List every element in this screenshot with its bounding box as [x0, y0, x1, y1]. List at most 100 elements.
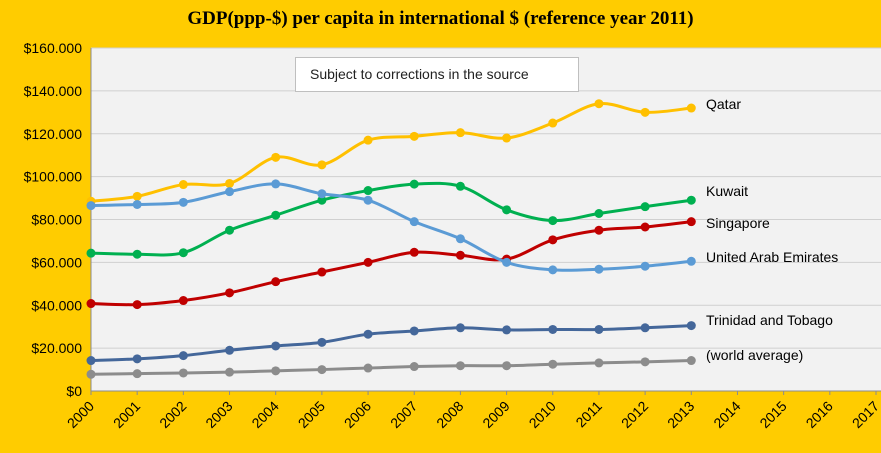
data-point	[132, 354, 142, 364]
data-point	[132, 199, 142, 209]
data-point	[363, 186, 373, 196]
data-point	[640, 222, 650, 232]
data-point	[409, 247, 419, 257]
x-tick-label: 2011	[572, 398, 605, 431]
chart-title: GDP(ppp-$) per capita in international $…	[187, 8, 694, 29]
data-point	[594, 324, 604, 334]
data-point	[178, 248, 188, 258]
data-point	[271, 210, 281, 220]
x-tick-label: 2005	[295, 398, 328, 431]
data-point	[548, 359, 558, 369]
x-tick-label: 2004	[248, 398, 281, 431]
data-point	[455, 128, 465, 138]
x-tick-label: 2013	[664, 398, 697, 431]
y-tick-label: $100.000	[24, 169, 83, 185]
data-point	[640, 202, 650, 212]
series-label: (world average)	[706, 347, 803, 363]
data-point	[548, 235, 558, 245]
y-tick-label: $160.000	[24, 40, 83, 56]
x-tick-label: 2002	[156, 398, 189, 431]
data-point	[502, 133, 512, 143]
data-point	[225, 288, 235, 298]
y-tick-label: $80.000	[31, 212, 82, 228]
y-tick-label: $0	[66, 383, 82, 399]
data-point	[409, 362, 419, 372]
x-tick-label: 2006	[341, 398, 374, 431]
data-point	[594, 99, 604, 109]
x-tick-label: 2003	[202, 398, 235, 431]
data-point	[317, 160, 327, 170]
data-point	[178, 368, 188, 378]
x-tick-label: 2014	[710, 398, 743, 431]
data-point	[132, 249, 142, 259]
data-point	[594, 225, 604, 235]
y-tick-label: $120.000	[24, 126, 83, 142]
data-point	[132, 300, 142, 310]
data-point	[86, 299, 96, 309]
data-point	[86, 201, 96, 211]
data-point	[132, 369, 142, 379]
series-label: United Arab Emirates	[706, 249, 838, 265]
data-point	[363, 329, 373, 339]
data-point	[455, 234, 465, 244]
data-point	[594, 358, 604, 368]
x-tick-label: 2012	[618, 398, 651, 431]
data-point	[178, 296, 188, 306]
data-point	[363, 195, 373, 205]
series-label: Kuwait	[706, 183, 748, 199]
data-point	[86, 356, 96, 366]
data-point	[317, 337, 327, 347]
data-point	[455, 323, 465, 333]
data-point	[178, 180, 188, 190]
data-point	[686, 321, 696, 331]
data-point	[225, 367, 235, 377]
data-point	[317, 189, 327, 199]
data-point	[271, 277, 281, 287]
data-point	[178, 351, 188, 361]
data-point	[409, 217, 419, 227]
data-point	[686, 356, 696, 366]
data-point	[363, 257, 373, 267]
x-tick-label: 2009	[479, 398, 512, 431]
data-point	[548, 324, 558, 334]
y-tick-label: $140.000	[24, 83, 83, 99]
data-point	[455, 250, 465, 260]
data-point	[271, 179, 281, 189]
data-point	[271, 341, 281, 351]
y-tick-label: $20.000	[31, 340, 82, 356]
data-point	[225, 187, 235, 197]
data-point	[363, 135, 373, 145]
data-point	[686, 195, 696, 205]
data-point	[502, 361, 512, 371]
data-point	[502, 205, 512, 215]
x-tick-label: 2007	[387, 398, 420, 431]
data-point	[409, 179, 419, 189]
data-point	[225, 345, 235, 355]
data-point	[225, 178, 235, 188]
x-tick-label: 2016	[803, 398, 836, 431]
data-point	[640, 261, 650, 271]
y-tick-label: $60.000	[31, 254, 82, 270]
data-point	[271, 152, 281, 162]
data-point	[178, 197, 188, 207]
data-point	[502, 325, 512, 335]
data-point	[548, 265, 558, 275]
data-point	[548, 216, 558, 226]
data-point	[594, 264, 604, 274]
data-point	[455, 181, 465, 191]
data-point	[640, 323, 650, 333]
x-tick-label: 2008	[433, 398, 466, 431]
data-point	[409, 326, 419, 336]
data-point	[640, 357, 650, 367]
x-tick-label: 2017	[849, 398, 881, 431]
data-point	[225, 225, 235, 235]
annotation-box: Subject to corrections in the source	[295, 57, 579, 92]
data-point	[86, 248, 96, 258]
series-label: Qatar	[706, 96, 741, 112]
data-point	[317, 195, 327, 205]
series-label: Trinidad and Tobago	[706, 312, 833, 328]
x-tick-label: 2001	[110, 398, 143, 431]
data-point	[594, 208, 604, 218]
